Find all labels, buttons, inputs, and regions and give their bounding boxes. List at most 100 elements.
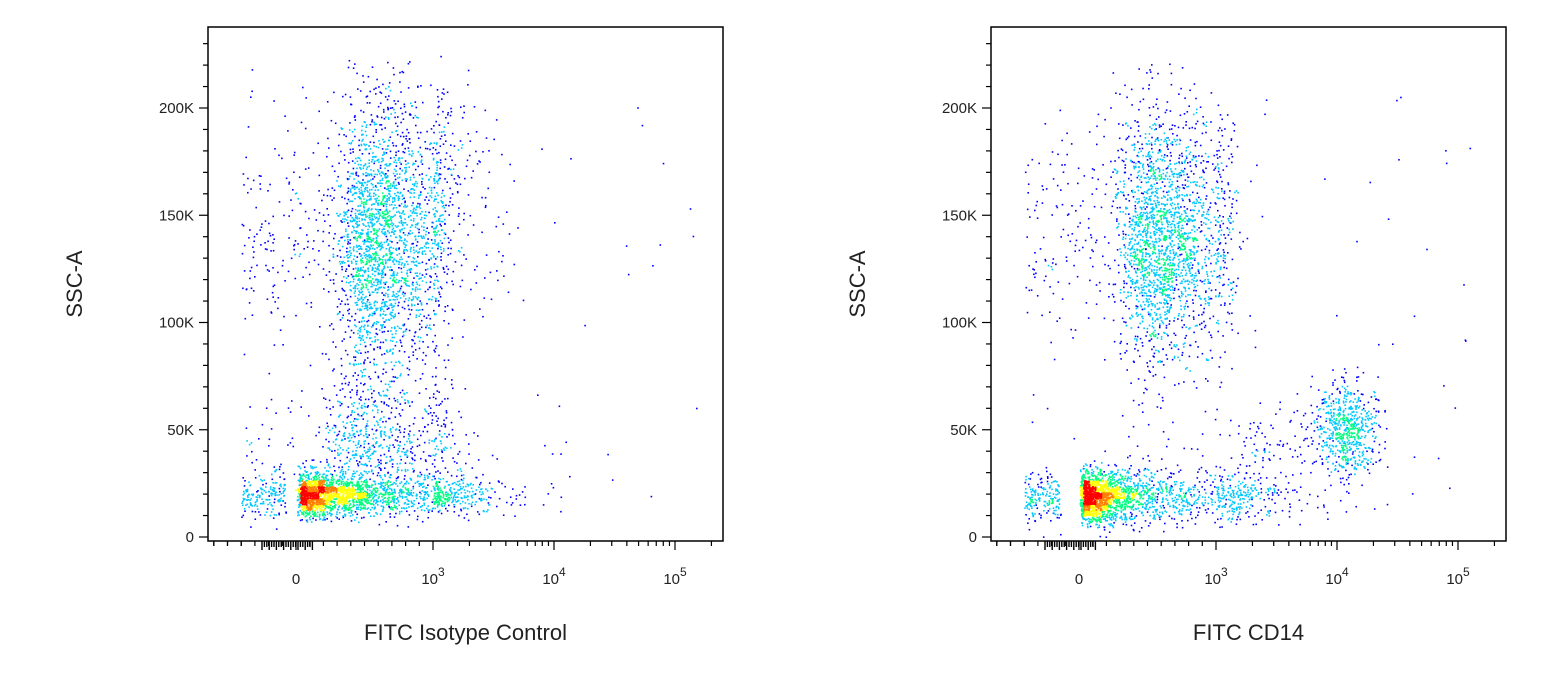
data-point bbox=[412, 117, 415, 119]
data-point bbox=[393, 73, 395, 76]
data-point bbox=[401, 293, 404, 295]
data-point bbox=[427, 314, 430, 316]
data-point bbox=[361, 184, 363, 186]
data-point bbox=[351, 140, 354, 142]
data-point bbox=[425, 326, 427, 329]
data-point bbox=[343, 290, 346, 292]
data-point bbox=[313, 259, 316, 262]
data-point bbox=[375, 87, 377, 89]
data-point bbox=[359, 182, 361, 184]
data-point bbox=[412, 162, 415, 165]
data-point bbox=[337, 484, 340, 486]
data-point bbox=[344, 427, 347, 429]
data-point bbox=[401, 469, 403, 472]
data-point bbox=[339, 471, 342, 474]
data-point bbox=[315, 513, 317, 515]
data-point bbox=[364, 506, 366, 509]
data-point bbox=[404, 234, 406, 236]
data-point bbox=[354, 197, 356, 200]
data-point bbox=[412, 354, 415, 356]
data-point bbox=[350, 103, 352, 106]
data-point bbox=[430, 189, 432, 192]
data-point bbox=[434, 195, 437, 198]
data-point bbox=[395, 293, 398, 295]
data-point bbox=[476, 476, 478, 479]
data-point bbox=[314, 504, 316, 507]
data-point bbox=[386, 216, 389, 218]
data-point bbox=[348, 460, 351, 462]
data-point bbox=[369, 247, 371, 249]
data-point bbox=[259, 183, 261, 185]
data-point bbox=[419, 212, 422, 215]
data-point bbox=[427, 192, 429, 195]
data-point bbox=[437, 500, 440, 503]
data-point bbox=[437, 194, 439, 197]
data-point bbox=[400, 256, 402, 258]
data-point bbox=[393, 233, 395, 235]
data-point bbox=[254, 469, 256, 471]
data-point bbox=[370, 195, 372, 198]
data-point bbox=[300, 475, 302, 477]
data-point bbox=[351, 427, 353, 429]
data-point bbox=[366, 250, 369, 252]
data-point bbox=[377, 244, 379, 247]
data-point bbox=[327, 431, 330, 434]
data-point bbox=[402, 331, 405, 334]
data-point bbox=[362, 75, 364, 77]
data-point bbox=[372, 497, 374, 499]
data-point bbox=[315, 507, 317, 510]
data-point bbox=[425, 411, 428, 413]
data-point bbox=[352, 249, 355, 252]
data-point bbox=[306, 234, 308, 236]
data-point bbox=[611, 479, 614, 481]
data-point bbox=[423, 478, 425, 481]
data-point bbox=[429, 281, 432, 283]
data-point bbox=[373, 499, 376, 502]
data-point bbox=[481, 488, 483, 490]
data-point bbox=[371, 312, 374, 315]
data-point bbox=[403, 188, 405, 190]
data-point bbox=[434, 279, 436, 282]
data-point bbox=[387, 106, 389, 109]
data-point bbox=[366, 166, 369, 168]
data-point bbox=[392, 227, 395, 230]
data-point bbox=[461, 487, 463, 490]
data-point bbox=[377, 409, 379, 411]
data-point bbox=[396, 485, 399, 487]
data-point bbox=[299, 509, 301, 512]
data-point bbox=[340, 236, 342, 239]
data-point bbox=[328, 440, 330, 443]
data-point bbox=[435, 258, 437, 260]
data-point bbox=[370, 182, 373, 185]
data-point bbox=[249, 229, 251, 231]
data-point bbox=[322, 230, 325, 233]
data-point bbox=[364, 406, 367, 408]
data-point bbox=[431, 298, 433, 301]
data-point bbox=[396, 211, 398, 213]
data-point bbox=[407, 489, 409, 492]
data-point bbox=[443, 419, 445, 422]
data-point bbox=[376, 240, 378, 242]
data-point bbox=[434, 233, 436, 236]
data-point bbox=[379, 307, 382, 309]
data-point bbox=[338, 518, 340, 520]
data-point bbox=[280, 485, 282, 488]
data-point bbox=[441, 490, 444, 493]
data-point bbox=[429, 317, 432, 320]
data-point bbox=[308, 415, 310, 417]
data-point bbox=[365, 245, 368, 248]
data-point bbox=[394, 429, 397, 431]
data-point bbox=[382, 482, 384, 484]
data-point bbox=[377, 211, 380, 213]
data-point bbox=[383, 217, 385, 219]
data-point bbox=[352, 167, 355, 170]
data-point bbox=[436, 172, 438, 175]
data-point bbox=[362, 507, 365, 510]
data-point bbox=[408, 356, 410, 358]
data-point bbox=[374, 371, 377, 374]
data-point bbox=[366, 497, 368, 500]
data-point bbox=[359, 233, 362, 235]
data-point bbox=[386, 259, 389, 261]
data-point bbox=[257, 494, 259, 497]
data-point bbox=[361, 259, 363, 262]
